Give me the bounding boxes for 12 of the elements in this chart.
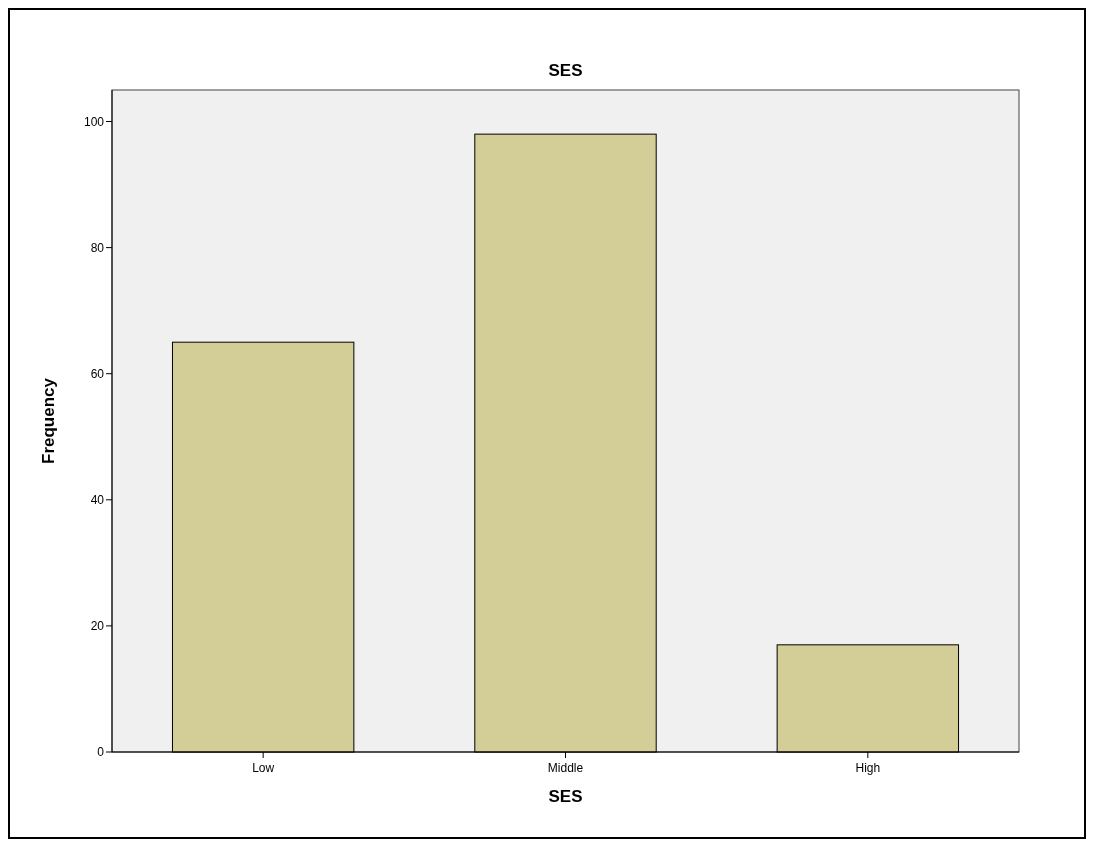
- y-tick-label: 80: [90, 240, 105, 255]
- x-tick-label: Low: [252, 761, 275, 775]
- y-tick-label: 100: [83, 114, 105, 129]
- x-tick-label: Middle: [547, 761, 584, 775]
- y-tick-label: 40: [90, 493, 105, 508]
- x-axis-title: SES: [548, 787, 583, 806]
- y-tick-label: 60: [90, 366, 105, 381]
- y-tick-label: 0: [97, 745, 105, 760]
- x-tick-label: High: [855, 761, 881, 775]
- y-tick-label: 20: [90, 619, 105, 634]
- y-axis-title: Frequency: [39, 377, 58, 464]
- chart-title: SES: [548, 61, 583, 80]
